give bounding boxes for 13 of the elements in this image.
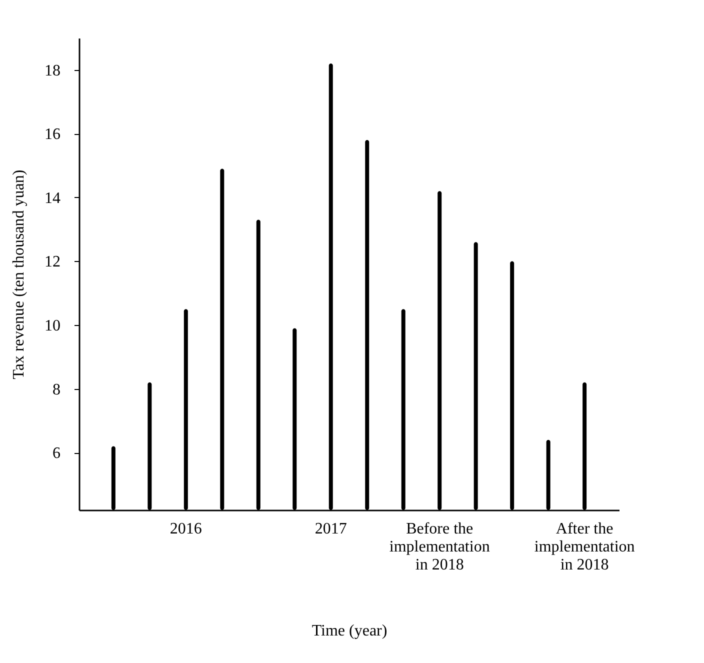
y-tick-label: 6 <box>52 445 60 462</box>
y-tick-label: 18 <box>44 62 60 80</box>
x-tick-label: Before the implementation in 2018 <box>389 520 490 574</box>
x-tick-label: 2017 <box>314 520 347 538</box>
y-axis-title: Tax revenue (ten thousand yuan) <box>10 170 28 380</box>
y-tick-label: 16 <box>44 126 60 144</box>
y-tick-label: 10 <box>44 318 60 335</box>
y-tick-label: 8 <box>52 381 60 398</box>
x-tick-label: 2016 <box>170 520 202 538</box>
x-tick-label: After the implementation in 2018 <box>534 520 635 574</box>
x-axis-title: Time (year) <box>312 622 388 640</box>
y-tick-label: 14 <box>44 190 60 207</box>
y-tick-label: 12 <box>44 254 60 271</box>
